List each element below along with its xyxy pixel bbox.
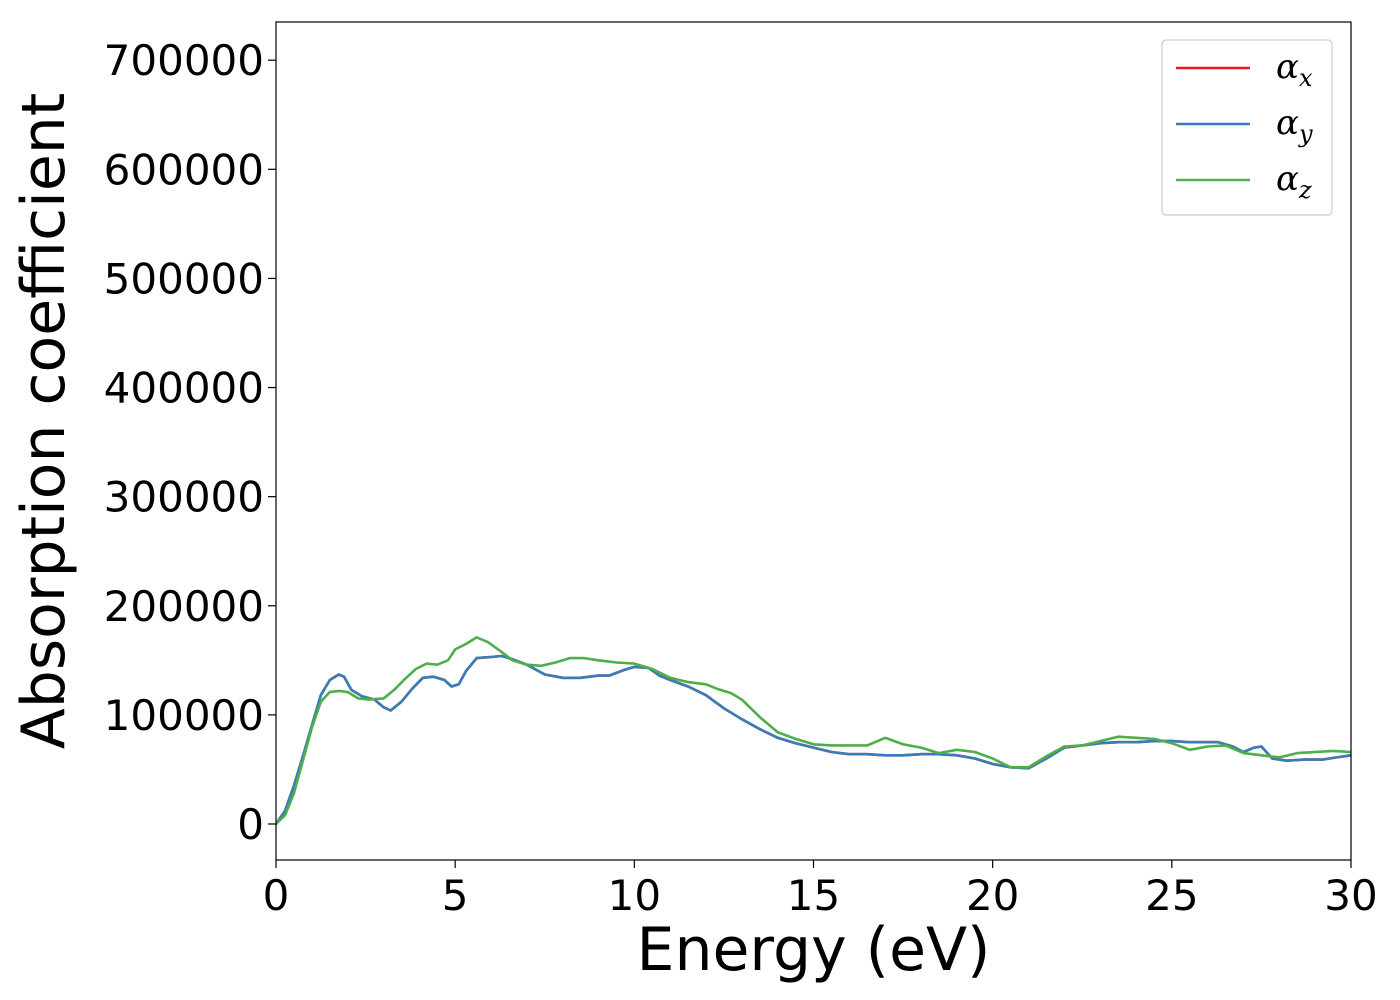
y-tick-label: 600000 xyxy=(104,145,264,194)
legend: αx αy αz xyxy=(1161,39,1333,216)
y-tick-label: 300000 xyxy=(104,473,264,522)
x-tick-label: 15 xyxy=(787,871,840,920)
legend-label-y: αy xyxy=(1276,103,1313,148)
x-tick-label: 25 xyxy=(1145,871,1198,920)
series-layer xyxy=(276,636,1351,826)
legend-label-z: αz xyxy=(1276,159,1312,204)
y-tick-label: 100000 xyxy=(104,691,264,740)
x-axis: 0 5 10 15 20 25 30 xyxy=(263,860,1378,920)
x-tick-label: 5 xyxy=(442,871,469,920)
y-tick-label: 700000 xyxy=(104,36,264,85)
series-line-y xyxy=(276,654,1351,826)
x-tick-label: 0 xyxy=(263,871,290,920)
legend-box xyxy=(1161,39,1333,216)
x-axis-title: Energy (eV) xyxy=(637,915,991,985)
y-tick-label: 400000 xyxy=(104,364,264,413)
y-tick-label: 200000 xyxy=(104,582,264,631)
x-tick-label: 10 xyxy=(608,871,661,920)
y-tick-label: 0 xyxy=(237,800,264,849)
x-tick-label: 20 xyxy=(966,871,1019,920)
y-axis: 0 100000 200000 300000 400000 500000 600000 700… xyxy=(104,36,276,849)
legend-label-x: αx xyxy=(1276,47,1313,92)
y-axis-title: Absorption coefficient xyxy=(9,93,79,750)
series-line-z xyxy=(276,636,1351,826)
x-tick-label: 30 xyxy=(1324,871,1377,920)
y-tick-label: 500000 xyxy=(104,254,264,303)
